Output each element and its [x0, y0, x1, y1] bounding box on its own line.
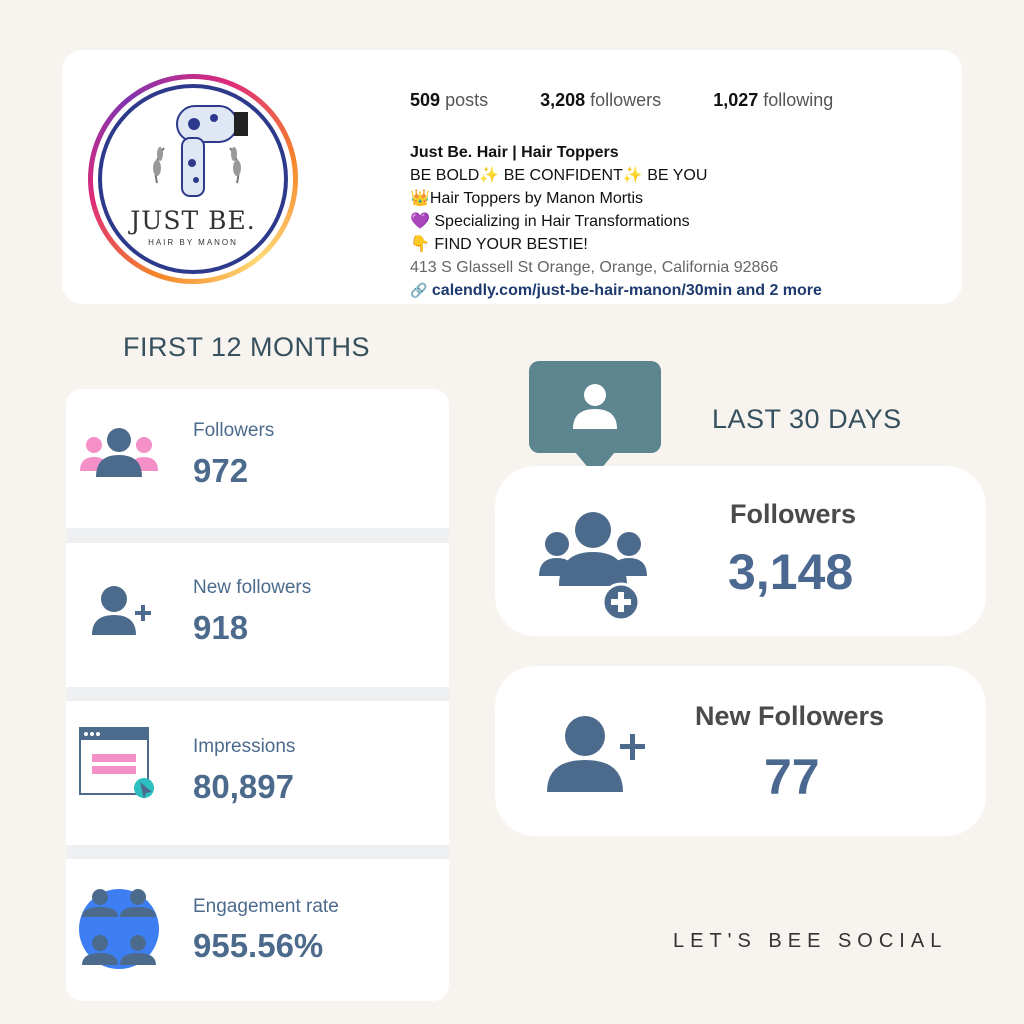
browser-click-icon	[79, 727, 154, 799]
engagement-people-icon	[79, 889, 159, 969]
stat-label: New followers	[193, 577, 312, 598]
stat-label: Engagement rate	[193, 896, 339, 917]
last-days-title: LAST 30 DAYS	[712, 404, 902, 434]
profile-avatar[interactable]: JUST BE. HAIR BY MANON	[88, 74, 298, 284]
bio-line: BE BOLD✨ BE CONFIDENT✨ BE YOU	[410, 167, 708, 184]
profile-bio: Just Be. Hair | Hair Toppers BE BOLD✨ BE…	[410, 141, 822, 302]
footer-tagline: LET'S BEE SOCIAL	[673, 930, 948, 952]
card-value: 77	[764, 749, 820, 805]
user-icon	[573, 384, 617, 429]
stat-value: 80,897	[193, 768, 294, 805]
stat-engagement: Engagement rate 955.56%	[66, 859, 449, 1001]
logo-text: JUST BE.	[130, 206, 256, 235]
stat-value: 972	[193, 452, 249, 489]
bio-line: 👇 FIND YOUR BESTIE!	[410, 236, 588, 253]
bio-line: 👑Hair Toppers by Manon Mortis	[410, 190, 644, 207]
bio-line: 💜 Specializing in Hair Transformations	[410, 213, 690, 230]
first-months-panel: Followers 972 New followers 918 Impressi…	[66, 389, 449, 1001]
profile-stats: 509 posts 3,208 followers 1,027 followin…	[410, 90, 833, 111]
logo: JUST BE. HAIR BY MANON	[98, 84, 288, 274]
followers-group-icon	[80, 428, 158, 477]
last-new-followers-card: New Followers 77	[495, 666, 986, 836]
profile-bubble	[529, 361, 661, 453]
link-icon: 🔗	[410, 282, 428, 298]
add-user-icon	[547, 716, 645, 792]
stat-value: 955.56%	[193, 927, 324, 964]
last-followers-card: Followers 3,148	[495, 466, 986, 636]
first-months-title: FIRST 12 MONTHS	[123, 332, 371, 362]
profile-name: Just Be. Hair | Hair Toppers	[410, 144, 619, 161]
hair-dryer-icon	[153, 105, 248, 197]
stat-label: Impressions	[193, 736, 296, 757]
profile-link-row[interactable]: 🔗 calendly.com/just-be-hair-manon/30min …	[410, 279, 822, 302]
stat-followers: Followers 972	[66, 389, 449, 528]
stat-new-followers: New followers 918	[66, 543, 449, 687]
stat-value: 918	[193, 609, 249, 646]
profile-link[interactable]: calendly.com/just-be-hair-manon/30min an…	[431, 282, 822, 299]
followers-add-icon	[539, 512, 647, 622]
posts-count[interactable]: 509 posts	[410, 90, 489, 110]
stat-impressions: Impressions 80,897	[66, 701, 449, 845]
card-value: 3,148	[728, 544, 854, 600]
card-label: New Followers	[695, 701, 885, 731]
card-label: Followers	[730, 499, 857, 529]
profile-card: JUST BE. HAIR BY MANON 509 posts 3,208 f…	[62, 50, 962, 304]
add-user-icon	[92, 586, 151, 635]
followers-count[interactable]: 3,208 followers	[540, 90, 662, 110]
logo-subtext: HAIR BY MANON	[148, 238, 238, 247]
profile-address: 413 S Glassell St Orange, Orange, Califo…	[410, 259, 779, 276]
stat-label: Followers	[193, 420, 275, 441]
following-count[interactable]: 1,027 following	[713, 90, 834, 110]
